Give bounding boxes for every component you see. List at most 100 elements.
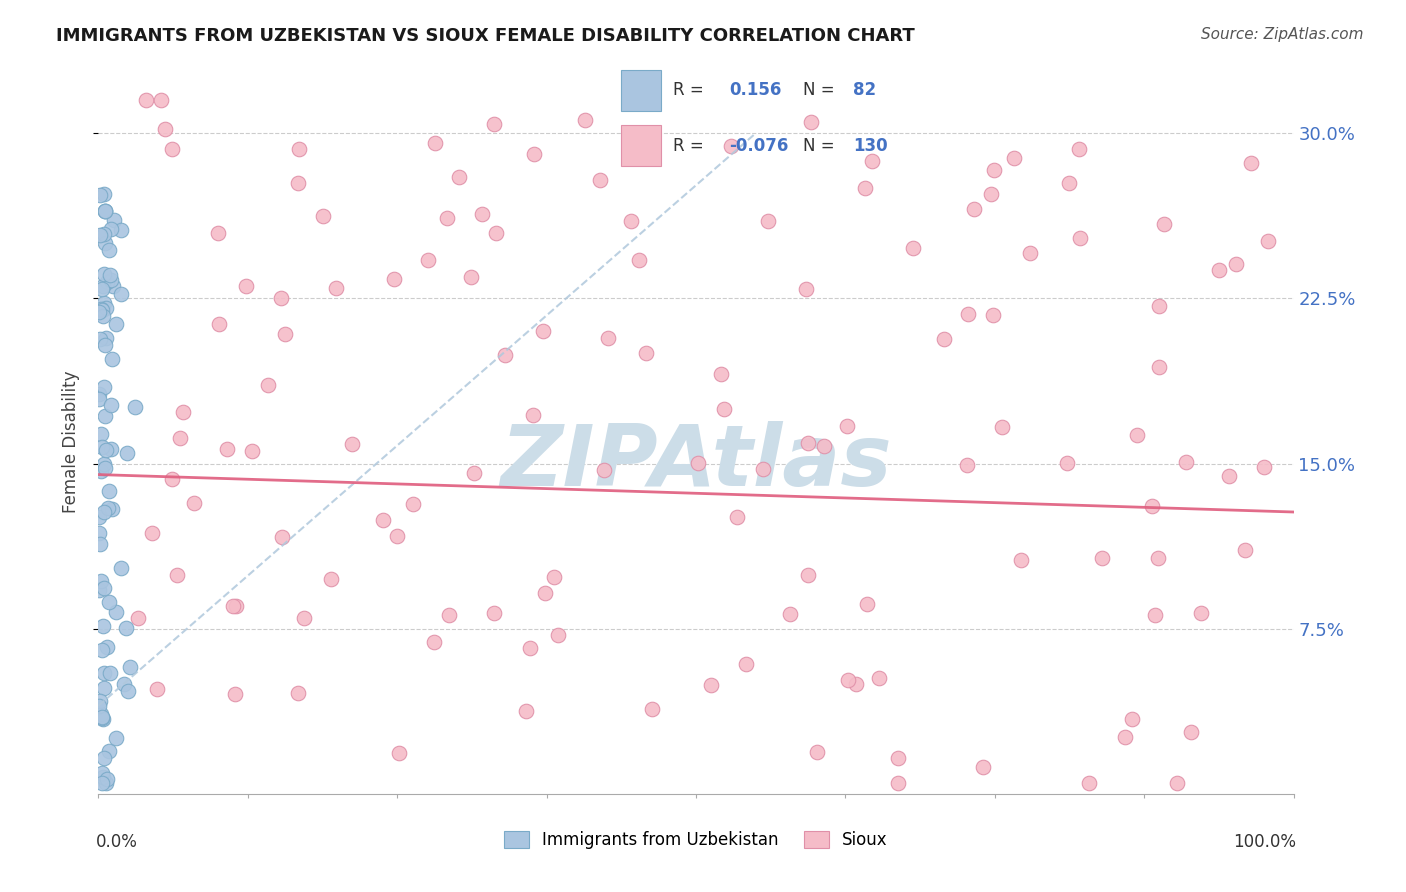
Point [980, 186, 1002, 201]
Point [89, 332, 111, 346]
Point [515, 704, 537, 718]
Point [972, 760, 994, 774]
Point [89, 227, 111, 242]
Point [91, 619, 114, 633]
Text: 100.0%: 100.0% [1233, 832, 1296, 851]
Point [589, 173, 612, 187]
Point [1149, 300, 1171, 314]
Point [287, 176, 309, 190]
Point [257, 377, 280, 392]
Point [1140, 499, 1163, 513]
Point [436, 211, 458, 226]
Point [292, 610, 315, 624]
Point [484, 117, 506, 131]
Point [91, 279, 114, 293]
Point [1056, 456, 1078, 470]
Point [423, 136, 446, 150]
Point [93, 751, 115, 765]
Text: 130: 130 [853, 136, 887, 155]
Point [439, 608, 461, 623]
Point [853, 181, 876, 195]
Text: R =: R = [673, 136, 704, 155]
FancyBboxPatch shape [621, 70, 661, 111]
Point [172, 405, 194, 419]
Point [115, 446, 138, 460]
Text: IMMIGRANTS FROM UZBEKISTAN VS SIOUX FEMALE DISABILITY CORRELATION CHART: IMMIGRANTS FROM UZBEKISTAN VS SIOUX FEMA… [56, 27, 915, 45]
Point [98, 744, 121, 758]
Point [100, 502, 122, 516]
Point [1069, 230, 1091, 244]
Text: N =: N = [803, 136, 835, 155]
Point [94, 204, 117, 219]
Point [110, 286, 132, 301]
Point [93, 457, 115, 471]
Point [87, 582, 110, 597]
Point [860, 154, 883, 169]
Point [98, 595, 121, 609]
Point [641, 701, 664, 715]
Point [835, 419, 858, 434]
Point [127, 611, 149, 625]
Point [274, 326, 297, 341]
Point [90, 301, 112, 316]
Point [845, 677, 868, 691]
Point [720, 138, 742, 153]
Point [1147, 360, 1170, 375]
Point [319, 572, 342, 586]
Point [700, 677, 723, 691]
Point [93, 380, 115, 394]
Point [983, 163, 1005, 178]
Point [531, 324, 554, 338]
Point [93, 227, 115, 241]
Point [87, 509, 110, 524]
Point [90, 303, 112, 318]
Point [135, 93, 157, 107]
Point [1175, 455, 1198, 469]
Point [813, 439, 835, 453]
Point [215, 442, 238, 456]
Point [207, 226, 229, 240]
Point [91, 711, 114, 725]
Point [117, 684, 139, 698]
Point [93, 505, 115, 519]
Point [1146, 550, 1168, 565]
Point [155, 122, 177, 136]
Point [96, 772, 118, 786]
Point [91, 765, 114, 780]
Point [423, 634, 446, 648]
Point [288, 142, 311, 156]
Point [934, 332, 956, 346]
Point [485, 227, 508, 241]
Point [596, 331, 619, 345]
Point [887, 751, 910, 765]
Point [93, 186, 115, 201]
Point [89, 526, 111, 541]
Point [627, 252, 650, 267]
Point [146, 682, 169, 697]
Point [1180, 724, 1202, 739]
Legend: Immigrants from Uzbekistan, Sioux: Immigrants from Uzbekistan, Sioux [498, 824, 894, 856]
Point [725, 509, 748, 524]
Point [89, 392, 111, 406]
Point [169, 432, 191, 446]
Point [371, 513, 394, 527]
Point [97, 243, 120, 257]
Point [90, 574, 112, 588]
Point [91, 642, 114, 657]
Point [94, 338, 117, 352]
Point [90, 706, 112, 721]
Point [794, 282, 817, 296]
Point [94, 203, 117, 218]
Point [160, 472, 183, 486]
Point [797, 435, 820, 450]
Point [89, 188, 111, 202]
Text: 0.156: 0.156 [730, 81, 782, 100]
Point [471, 207, 494, 221]
Point [94, 331, 117, 345]
Point [225, 599, 247, 614]
Point [183, 496, 205, 510]
Point [94, 409, 117, 423]
Point [93, 581, 115, 595]
Point [166, 567, 188, 582]
Point [1091, 551, 1114, 566]
